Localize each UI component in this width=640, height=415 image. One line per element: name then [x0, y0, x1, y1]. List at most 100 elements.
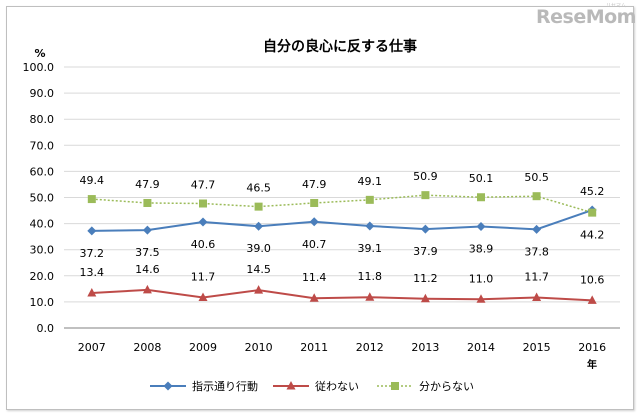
data-label: 11.8 — [358, 270, 383, 283]
legend-item-1: 指示通り行動 — [150, 379, 258, 393]
data-label: 47.9 — [135, 178, 160, 191]
data-label: 11.4 — [302, 271, 327, 284]
data-point — [87, 195, 96, 204]
series-line — [91, 288, 593, 302]
legend-label: 分からない — [419, 380, 474, 393]
data-label: 11.7 — [524, 270, 549, 283]
series-layer — [87, 191, 597, 304]
data-label: 14.6 — [135, 263, 160, 276]
y-tick-label: 50.0 — [30, 192, 55, 205]
data-point — [199, 199, 207, 208]
data-label: 50.5 — [524, 171, 549, 184]
legend-item-2: 従わない — [273, 380, 359, 393]
y-tick-label: 10.0 — [30, 296, 55, 309]
data-label: 45.2 — [580, 185, 605, 198]
series-line — [91, 209, 593, 232]
data-label: 37.2 — [80, 247, 105, 260]
data-point — [532, 292, 542, 301]
x-axis-unit-label: 年 — [587, 358, 597, 371]
x-tick-label: 2007 — [78, 341, 106, 354]
gridlines — [64, 66, 620, 329]
data-label: 37.9 — [413, 245, 438, 258]
resemom-logo-tag: リセマム — [606, 3, 627, 9]
data-label: 40.6 — [191, 238, 216, 251]
y-tick-label: 30.0 — [30, 244, 55, 257]
y-axis-ticks: 100.0 90.0 80.0 70.0 60.0 50.0 40.0 30.0 20.0 10.… — [23, 61, 55, 335]
data-point — [587, 295, 597, 304]
x-tick-label: 2009 — [189, 341, 217, 354]
data-label: 39.0 — [246, 242, 271, 255]
data-label: 11.2 — [413, 272, 438, 285]
data-point — [87, 226, 97, 236]
data-point — [143, 198, 152, 207]
data-point — [309, 217, 319, 227]
data-point — [254, 202, 263, 211]
data-point — [142, 284, 152, 294]
data-point — [254, 285, 264, 294]
data-label: 44.2 — [580, 229, 605, 242]
y-tick-label: 40.0 — [30, 218, 55, 231]
data-label: 47.7 — [191, 179, 216, 192]
series-1 — [87, 205, 597, 236]
data-point — [365, 195, 374, 204]
series-3 — [87, 191, 597, 217]
y-axis-unit-label: % — [34, 47, 45, 60]
x-tick-label: 2011 — [300, 341, 328, 354]
y-tick-label: 0.0 — [37, 322, 55, 335]
x-tick-label: 2013 — [411, 341, 439, 354]
legend-swatch-marker — [286, 381, 296, 390]
data-point — [421, 191, 430, 200]
x-tick-label: 2014 — [467, 341, 495, 354]
data-label: 11.7 — [191, 270, 216, 283]
y-tick-label: 20.0 — [30, 270, 55, 283]
data-point — [142, 225, 152, 235]
legend-swatch-marker — [163, 381, 173, 391]
legend-label: 従わない — [315, 380, 359, 393]
resemom-logo: ReseMom — [536, 6, 636, 28]
data-point — [532, 192, 541, 201]
data-label: 14.5 — [246, 263, 271, 276]
data-label: 10.6 — [580, 273, 605, 286]
data-point — [309, 293, 319, 302]
data-point — [476, 294, 486, 303]
series-2 — [87, 284, 597, 304]
data-point — [420, 224, 430, 234]
data-point — [420, 293, 430, 303]
data-point — [365, 221, 375, 231]
chart-frame — [6, 6, 634, 410]
data-label: 47.9 — [302, 178, 327, 191]
legend-label: 指示通り行動 — [192, 379, 258, 393]
x-axis-ticks: 2007 2008 2009 2010 2011 2012 2013 2014 2015 2016 — [78, 341, 606, 354]
data-label: 39.1 — [358, 242, 383, 255]
series-line — [91, 194, 593, 214]
data-label: 40.7 — [302, 238, 327, 251]
data-point — [198, 292, 208, 301]
data-label: 11.0 — [469, 272, 494, 285]
chart-title: 自分の良心に反する仕事 — [263, 38, 417, 55]
data-label: 13.4 — [80, 266, 105, 279]
x-tick-label: 2016 — [578, 341, 606, 354]
data-point — [588, 208, 597, 217]
data-label: 46.5 — [246, 182, 271, 195]
data-point — [477, 193, 485, 202]
data-label: 37.8 — [524, 245, 549, 258]
x-tick-label: 2008 — [133, 341, 161, 354]
x-tick-label: 2015 — [523, 341, 551, 354]
data-label: 50.9 — [413, 170, 438, 183]
y-tick-label: 60.0 — [30, 165, 55, 178]
data-label: 49.1 — [358, 175, 383, 188]
data-label: 49.4 — [80, 174, 105, 187]
y-tick-label: 80.0 — [30, 113, 55, 126]
data-point — [254, 221, 264, 231]
legend: 指示通り行動 従わない 分からない — [150, 379, 474, 393]
data-point — [198, 217, 208, 227]
data-point — [365, 292, 375, 301]
x-tick-label: 2010 — [245, 341, 273, 354]
y-tick-label: 100.0 — [23, 61, 55, 74]
y-tick-label: 70.0 — [30, 139, 55, 152]
legend-item-3: 分からない — [377, 380, 474, 393]
data-point — [532, 224, 542, 234]
data-point — [87, 288, 97, 297]
y-tick-label: 90.0 — [30, 87, 55, 100]
